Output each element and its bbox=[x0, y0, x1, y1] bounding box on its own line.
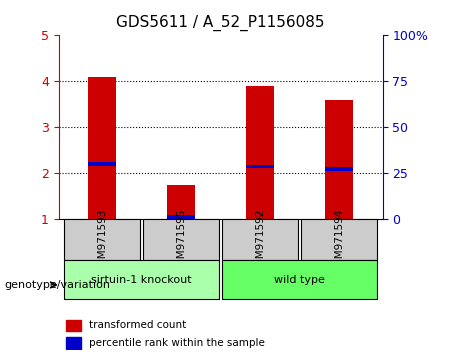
FancyBboxPatch shape bbox=[222, 219, 298, 260]
Bar bbox=[167, 215, 195, 219]
Title: GDS5611 / A_52_P1156085: GDS5611 / A_52_P1156085 bbox=[116, 15, 325, 31]
Text: sirtuin-1 knockout: sirtuin-1 knockout bbox=[91, 275, 192, 285]
Text: GSM971595: GSM971595 bbox=[176, 208, 186, 272]
Text: GSM971592: GSM971592 bbox=[255, 208, 265, 272]
Text: GSM971593: GSM971593 bbox=[97, 208, 107, 272]
Bar bbox=[325, 100, 353, 219]
FancyBboxPatch shape bbox=[301, 219, 377, 260]
Text: transformed count: transformed count bbox=[89, 320, 186, 330]
Text: percentile rank within the sample: percentile rank within the sample bbox=[89, 338, 265, 348]
FancyBboxPatch shape bbox=[143, 219, 219, 260]
Bar bbox=[88, 77, 116, 219]
FancyBboxPatch shape bbox=[64, 260, 219, 299]
Bar bbox=[325, 167, 353, 171]
Bar bbox=[88, 162, 116, 166]
Text: wild type: wild type bbox=[274, 275, 325, 285]
Bar bbox=[167, 185, 195, 219]
Text: genotype/variation: genotype/variation bbox=[4, 280, 111, 290]
Bar bbox=[66, 320, 81, 331]
Bar bbox=[66, 337, 81, 349]
FancyBboxPatch shape bbox=[64, 219, 140, 260]
Text: GSM971594: GSM971594 bbox=[334, 208, 344, 272]
FancyBboxPatch shape bbox=[222, 260, 377, 299]
Bar bbox=[246, 165, 274, 169]
Bar bbox=[246, 86, 274, 219]
